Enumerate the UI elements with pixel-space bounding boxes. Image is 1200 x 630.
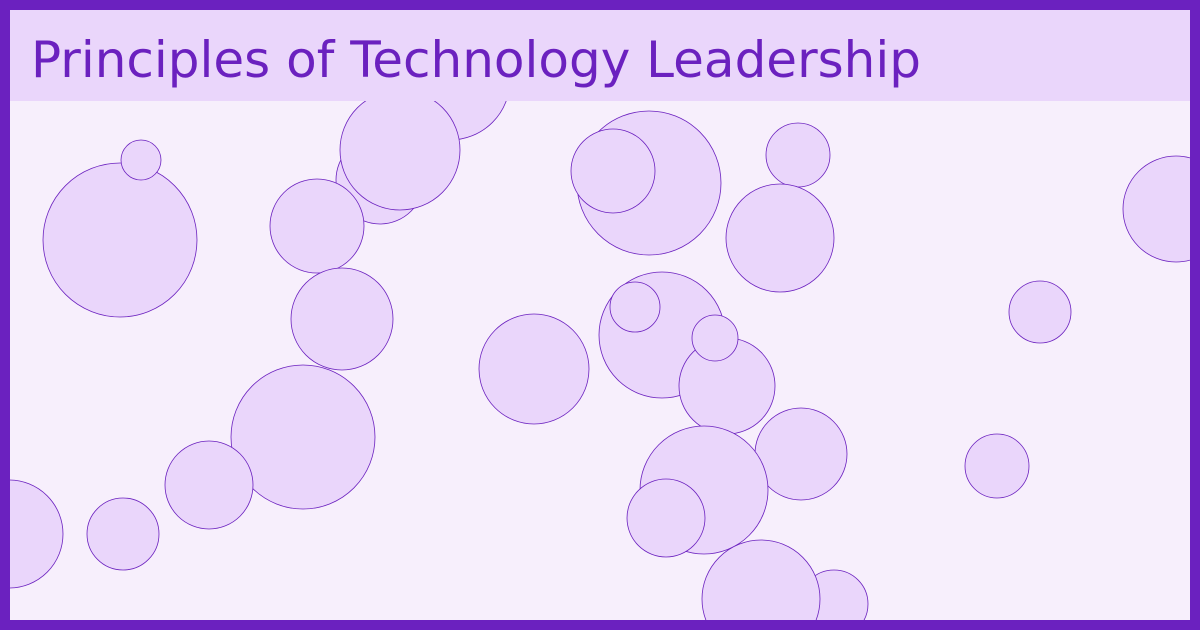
bubble (164, 440, 254, 530)
bubble (691, 314, 739, 362)
bubble (42, 162, 198, 318)
bubble (339, 89, 461, 211)
bubble (964, 433, 1030, 499)
title-banner: Principles of Technology Leadership (10, 10, 1190, 101)
bubble (754, 407, 848, 501)
bubble (230, 364, 376, 510)
bubble (725, 183, 835, 293)
page-title: Principles of Technology Leadership (31, 31, 921, 89)
bubble (478, 313, 590, 425)
bubble (626, 478, 706, 558)
bubble (1122, 155, 1190, 263)
bubble (701, 539, 821, 620)
bubble (269, 178, 365, 274)
bubble (120, 139, 162, 181)
bubble (10, 479, 64, 589)
bubble (86, 497, 160, 571)
bubble (290, 267, 394, 371)
decorative-bubbles (10, 19, 1190, 620)
bubble (1008, 280, 1072, 344)
bubble (570, 128, 656, 214)
bubble (609, 281, 661, 333)
bubble (765, 122, 831, 188)
